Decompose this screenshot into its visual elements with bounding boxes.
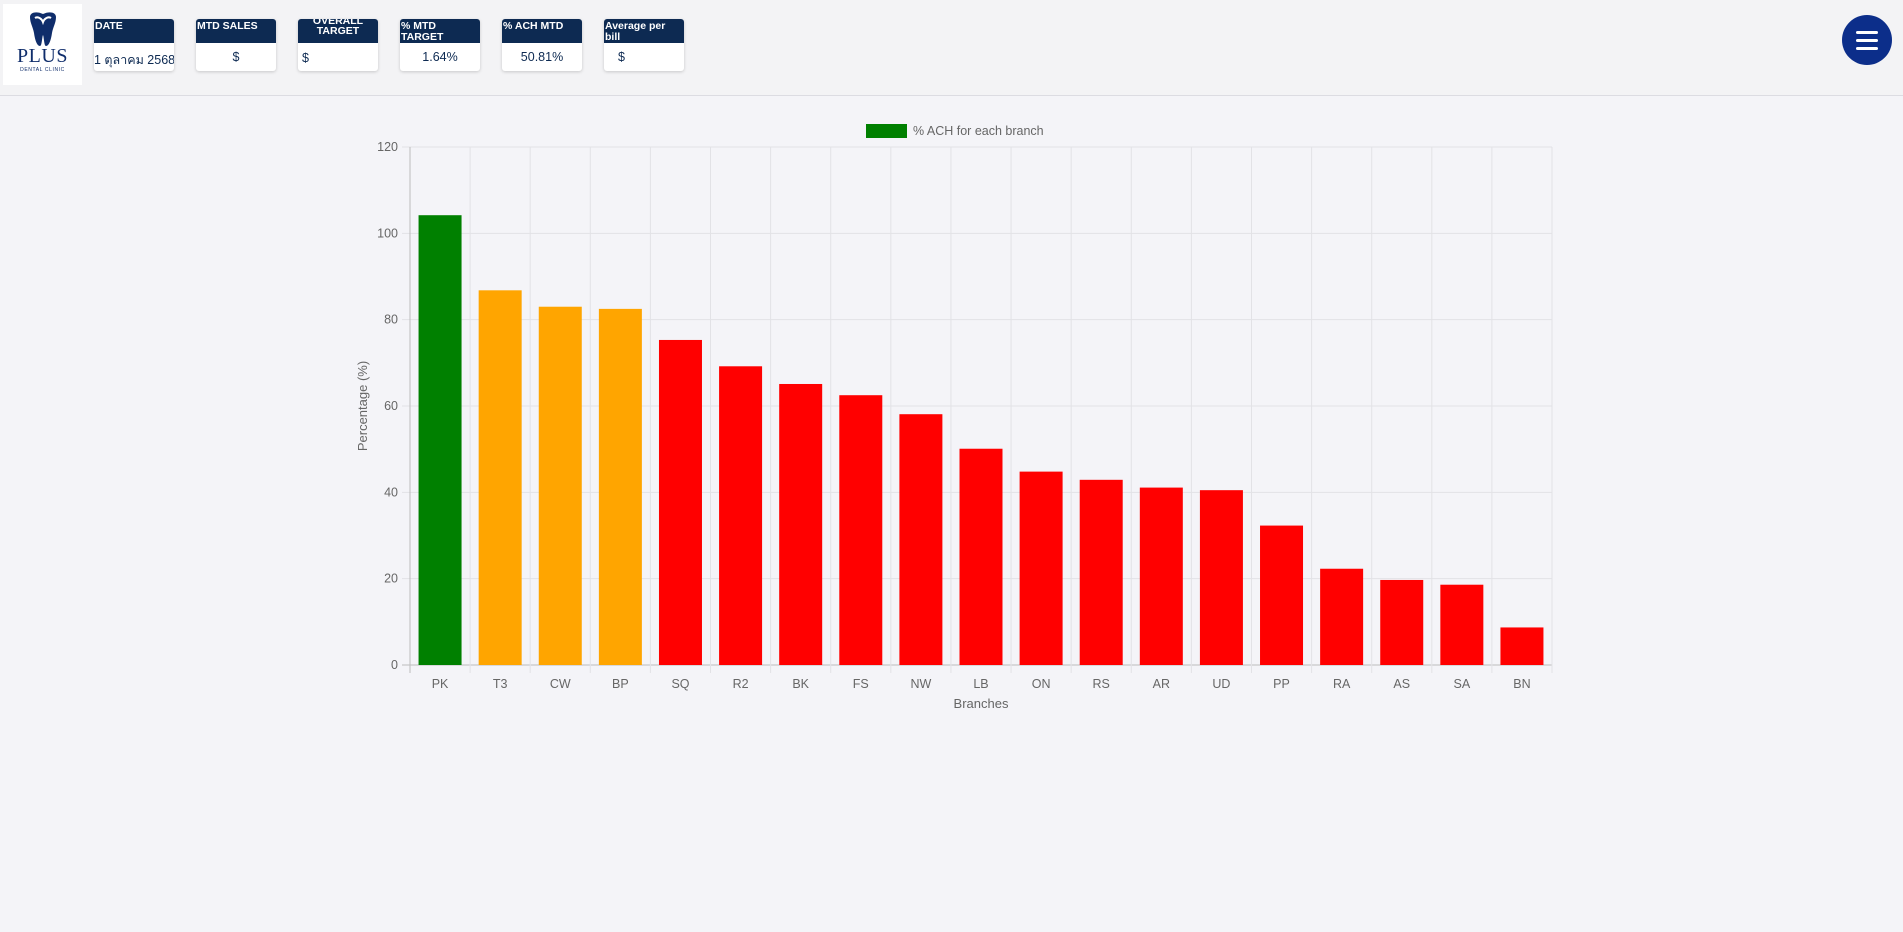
mtd-target-card: % MTD TARGET 1.64% — [400, 19, 480, 71]
chart-labels: 0 20 40 60 80 100 120 PK T3 CW BP SQ R2 BK FS NW LB ON RS A… — [377, 140, 1530, 691]
bar-sq[interactable] — [658, 339, 702, 665]
bar-bn[interactable] — [1500, 627, 1544, 665]
overall-target-title: OVERALL TARGET — [298, 19, 378, 43]
bar-t3[interactable] — [478, 290, 522, 665]
bar-rs[interactable] — [1079, 479, 1123, 665]
bar-ra[interactable] — [1320, 568, 1364, 665]
x-tick-label: ON — [1032, 677, 1051, 691]
x-tick-label: PP — [1273, 677, 1290, 691]
ach-mtd-card: % ACH MTD 50.81% — [502, 19, 582, 71]
x-tick-label: FS — [853, 677, 869, 691]
x-tick-label: PK — [432, 677, 449, 691]
average-per-bill-value: $ — [618, 50, 625, 64]
x-tick-label: UD — [1212, 677, 1230, 691]
y-tick-label: 40 — [384, 485, 398, 499]
date-card-value: 1 ตุลาคม 2568 — [94, 53, 174, 67]
x-tick-label: CW — [550, 677, 571, 691]
bar-as[interactable] — [1380, 579, 1424, 665]
x-tick-label: R2 — [733, 677, 749, 691]
bar-bk[interactable] — [779, 383, 823, 665]
bar-nw[interactable] — [899, 414, 943, 665]
bar-bp[interactable] — [598, 308, 642, 665]
mtd-target-title: % MTD TARGET — [400, 19, 480, 43]
mtd-sales-value: $ — [232, 50, 240, 64]
date-card-title: DATE — [94, 19, 174, 43]
date-card: DATE 1 ตุลาคม 2568 — [94, 19, 174, 71]
mtd-sales-card: MTD SALES $ — [196, 19, 276, 71]
bar-pk[interactable] — [418, 215, 462, 665]
hamburger-menu-icon — [1856, 30, 1878, 50]
tooth-icon — [29, 12, 56, 46]
x-tick-label: NW — [910, 677, 931, 691]
x-tick-label: AR — [1153, 677, 1170, 691]
x-tick-label: SQ — [671, 677, 689, 691]
logo: PLUS DENTAL CLINIC — [3, 4, 82, 85]
average-per-bill-card: Average per bill $ — [604, 19, 684, 71]
x-axis-title: Branches — [954, 696, 1009, 711]
mtd-sales-title: MTD SALES — [196, 19, 276, 43]
bar-sa[interactable] — [1440, 584, 1484, 665]
x-tick-label: RS — [1093, 677, 1110, 691]
bar-ud[interactable] — [1199, 490, 1243, 665]
x-tick-label: T3 — [493, 677, 508, 691]
x-tick-label: RA — [1333, 677, 1351, 691]
chart-bars — [418, 215, 1544, 665]
x-tick-label: LB — [973, 677, 988, 691]
ach-mtd-title: % ACH MTD — [502, 19, 582, 43]
y-tick-label: 0 — [391, 658, 398, 672]
y-tick-label: 120 — [377, 140, 398, 154]
menu-button[interactable] — [1842, 15, 1892, 65]
x-tick-label: BP — [612, 677, 629, 691]
bar-pp[interactable] — [1260, 525, 1304, 665]
x-tick-label: BK — [792, 677, 809, 691]
x-tick-label: SA — [1453, 677, 1470, 691]
chart-grid — [402, 146, 1553, 673]
average-per-bill-title: Average per bill — [604, 19, 684, 43]
overall-target-card: OVERALL TARGET $ — [298, 19, 378, 71]
y-tick-label: 100 — [377, 226, 398, 240]
top-bar: PLUS DENTAL CLINIC DATE 1 ตุลาคม 2568 MT… — [0, 0, 1903, 96]
legend-swatch[interactable] — [866, 124, 907, 138]
y-axis-title: Percentage (%) — [355, 361, 370, 451]
x-tick-label: BN — [1513, 677, 1530, 691]
logo-subtitle: DENTAL CLINIC — [20, 67, 65, 73]
bar-lb[interactable] — [959, 448, 1003, 665]
overall-target-value: $ — [302, 51, 309, 65]
y-tick-label: 60 — [384, 399, 398, 413]
y-tick-label: 80 — [384, 313, 398, 327]
legend-label[interactable]: % ACH for each branch — [913, 124, 1044, 138]
bar-cw[interactable] — [538, 306, 582, 665]
y-tick-label: 20 — [384, 572, 398, 586]
ach-mtd-value: 50.81% — [520, 50, 564, 64]
bar-ar[interactable] — [1139, 487, 1183, 665]
x-tick-label: AS — [1393, 677, 1410, 691]
logo-wordmark: PLUS — [17, 45, 68, 67]
mtd-target-value: 1.64% — [422, 50, 458, 64]
bar-r2[interactable] — [719, 366, 763, 665]
bar-fs[interactable] — [839, 395, 883, 665]
bar-on[interactable] — [1019, 471, 1063, 665]
